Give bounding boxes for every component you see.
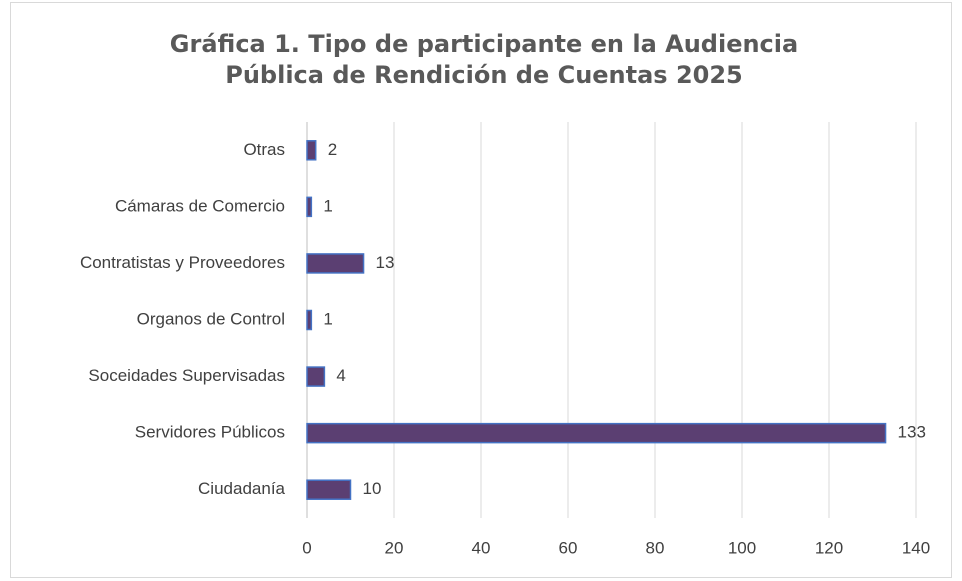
- value-label: 10: [363, 479, 382, 498]
- value-label: 2: [328, 140, 337, 159]
- x-tick-label: 80: [646, 538, 665, 557]
- y-tick-label: Otras: [243, 140, 285, 159]
- x-tick-label: 40: [472, 538, 491, 557]
- x-tick-label: 60: [559, 538, 578, 557]
- value-label: 133: [898, 423, 926, 442]
- y-tick-label: Soceidades Supervisadas: [88, 366, 285, 385]
- y-tick-label: Organos de Control: [137, 309, 285, 328]
- bar: [306, 366, 326, 387]
- chart-title: Gráfica 1. Tipo de participante en la Au…: [170, 30, 798, 58]
- bar: [306, 196, 313, 218]
- x-tick-label: 20: [385, 538, 404, 557]
- bar: [306, 140, 317, 161]
- bar: [306, 309, 313, 331]
- y-tick-label: Ciudadanía: [198, 479, 286, 498]
- x-tick-label: 140: [902, 538, 930, 557]
- x-tick-label: 120: [815, 538, 843, 557]
- value-label: 13: [376, 253, 395, 272]
- x-tick-label: 0: [302, 538, 311, 557]
- bar: [306, 479, 352, 500]
- x-tick-label: 100: [728, 538, 756, 557]
- bar: [306, 253, 365, 274]
- y-tick-label: Servidores Públicos: [135, 423, 285, 442]
- value-label: 1: [323, 196, 332, 215]
- value-label: 1: [323, 309, 332, 328]
- value-label: 4: [336, 366, 345, 385]
- y-tick-label: Cámaras de Comercio: [115, 196, 285, 215]
- y-tick-label: Contratistas y Proveedores: [80, 253, 285, 272]
- bar: [306, 422, 887, 444]
- chart-title: Pública de Rendición de Cuentas 2025: [225, 61, 743, 89]
